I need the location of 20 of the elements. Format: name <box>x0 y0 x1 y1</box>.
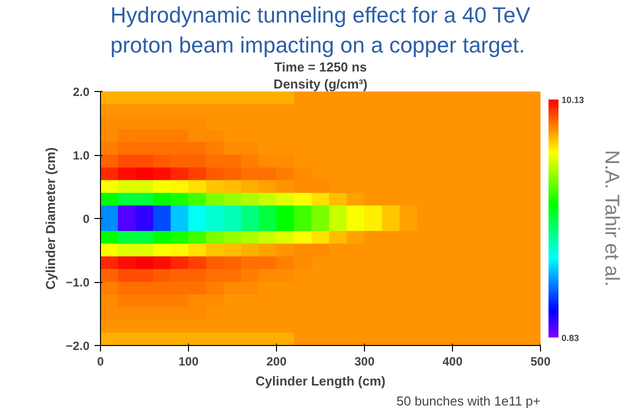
y-tick-label: −2.0 <box>66 339 90 353</box>
text: N.A. Tahir et al. <box>600 150 622 286</box>
color-bar-label: 10.13 <box>562 95 584 105</box>
y-tick-label: 1.0 <box>72 148 90 162</box>
chart-title: Hydrodynamic tunneling effect for a 40 TeV proton beam impacting on a copper target. <box>110 2 531 58</box>
x-tick-label: 0 <box>97 354 104 368</box>
text: 50 bunches with 1e11 p+ <box>396 394 540 408</box>
y-axis-title: Cylinder Diameter (cm) <box>42 147 58 290</box>
x-tick-label: 200 <box>266 354 287 368</box>
color-bar-label: 0.83 <box>562 333 580 343</box>
x-axis-title: Cylinder Length (cm) <box>255 374 386 388</box>
x-tick-label: 500 <box>530 354 551 368</box>
x-tick-label: 300 <box>354 354 375 368</box>
color-bar-title: Density (g/cm³) <box>274 76 368 92</box>
y-tick-label: 2.0 <box>72 85 90 99</box>
x-tick-label: 100 <box>178 354 199 368</box>
x-tick-label: 400 <box>442 354 463 368</box>
y-tick-label: 0 <box>82 212 90 226</box>
chart-subtitle: Time = 1250 ns <box>274 60 367 74</box>
y-tick-label: −1.0 <box>66 276 90 290</box>
